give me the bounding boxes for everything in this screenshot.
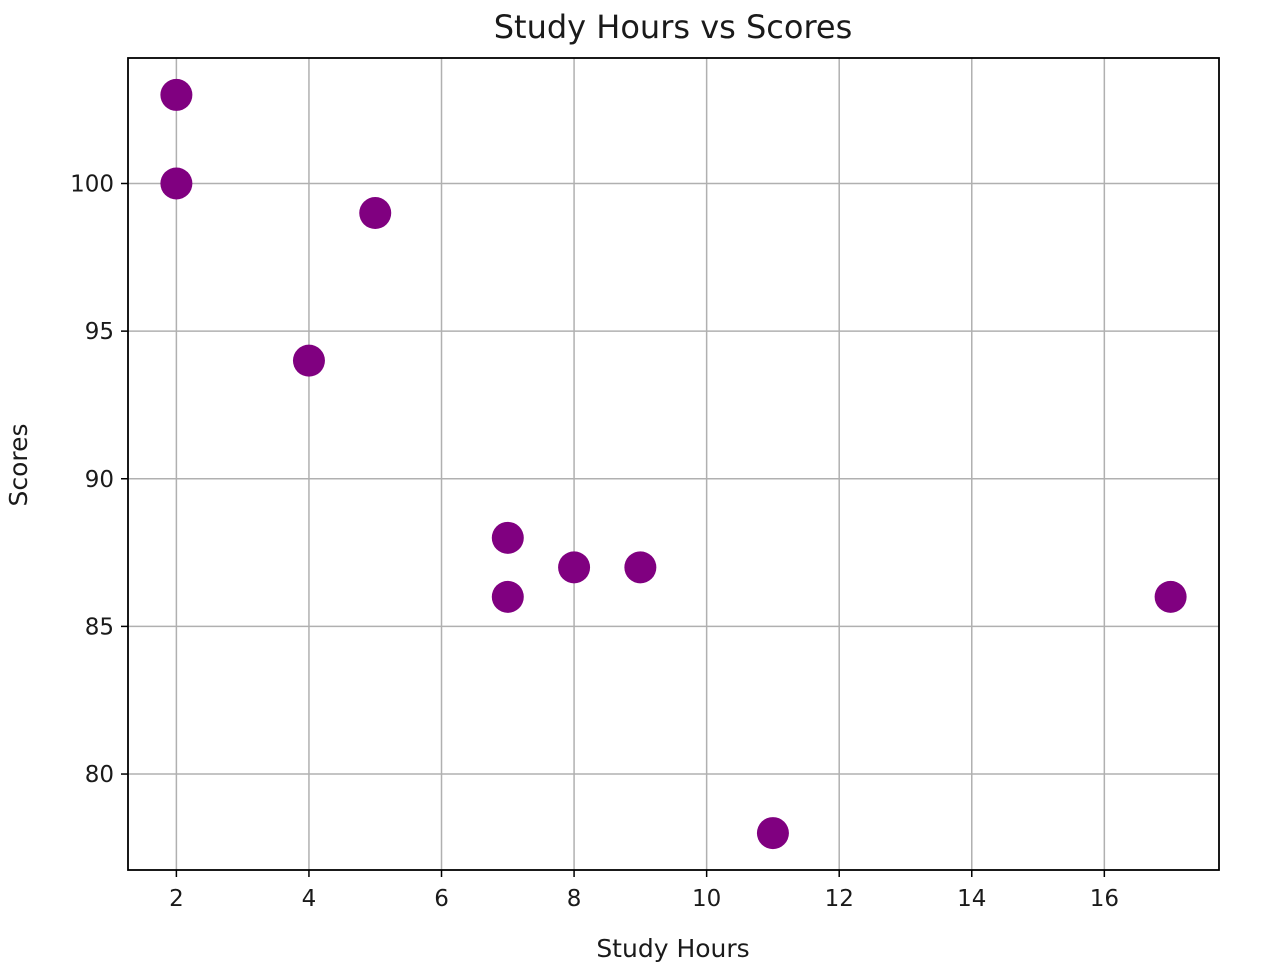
y-tick-label: 95 bbox=[85, 319, 114, 345]
data-point bbox=[624, 551, 657, 584]
data-point bbox=[160, 167, 193, 200]
data-point bbox=[160, 78, 193, 111]
chart-title: Study Hours vs Scores bbox=[494, 8, 853, 46]
data-point bbox=[1154, 580, 1187, 613]
y-axis-label: Scores bbox=[4, 423, 33, 506]
x-tick-label: 10 bbox=[692, 886, 721, 912]
x-tick-label: 4 bbox=[302, 886, 317, 912]
x-tick-label: 16 bbox=[1090, 886, 1119, 912]
y-tick-label: 80 bbox=[85, 762, 114, 788]
x-tick-label: 14 bbox=[957, 886, 986, 912]
y-tick-label: 100 bbox=[70, 171, 114, 197]
data-point bbox=[756, 817, 789, 850]
y-tick-label: 90 bbox=[85, 467, 114, 493]
x-tick-label: 12 bbox=[825, 886, 854, 912]
x-tick-label: 2 bbox=[169, 886, 184, 912]
y-tick-label: 85 bbox=[85, 614, 114, 640]
data-point bbox=[491, 521, 524, 554]
data-point bbox=[292, 344, 325, 377]
data-point bbox=[558, 551, 591, 584]
x-axis-label: Study Hours bbox=[596, 934, 749, 963]
grid bbox=[128, 58, 1219, 870]
data-point bbox=[491, 580, 524, 613]
x-tick-label: 8 bbox=[567, 886, 582, 912]
data-points bbox=[160, 78, 1187, 850]
plot-frame bbox=[127, 57, 1220, 871]
data-point bbox=[359, 197, 392, 230]
axis-ticks: 2 4 6 8 10 12 14 16 80 85 90 95 100 bbox=[70, 171, 1119, 912]
x-tick-label: 6 bbox=[434, 886, 449, 912]
